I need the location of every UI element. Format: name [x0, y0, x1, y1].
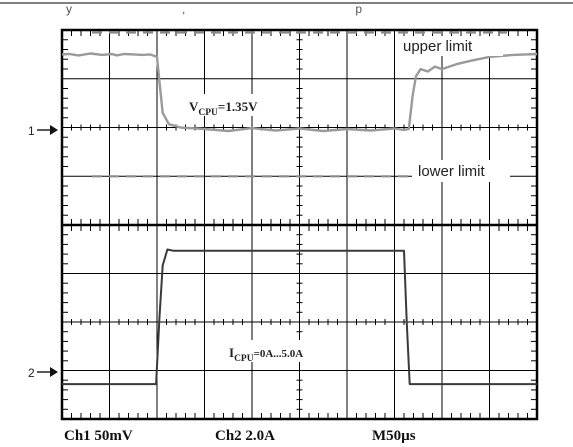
upper-limit-annotation: upper limit: [399, 36, 503, 56]
trace-ch2: [62, 248, 537, 386]
header-cut-text: y , p: [66, 2, 362, 16]
footer-ch2: Ch2 2.0A: [215, 428, 275, 444]
channel-marker-label: 1: [28, 124, 35, 138]
lower-limit-annotation: lower limit: [412, 160, 510, 182]
lower-limit-label: lower limit: [418, 163, 486, 180]
channel-marker-arrow: [50, 367, 58, 377]
footer-timebase: M50µs: [372, 428, 416, 444]
upper-limit-label: upper limit: [403, 38, 473, 55]
icpu-annotation: ICPU=0A...5.0A: [226, 340, 332, 364]
footer-ch1: Ch1 50mV: [64, 428, 133, 444]
vcpu-annotation: VCPU=1.35V: [186, 94, 272, 118]
trace-ch1: [61, 52, 538, 133]
channel-marker-label: 2: [28, 366, 35, 380]
icpu-label: ICPU=0A...5.0A: [229, 345, 303, 364]
channel-marker-arrow: [50, 125, 58, 135]
vcpu-label: VCPU=1.35V: [189, 99, 258, 118]
traces: [61, 52, 538, 386]
channel-markers: 12: [28, 124, 58, 380]
